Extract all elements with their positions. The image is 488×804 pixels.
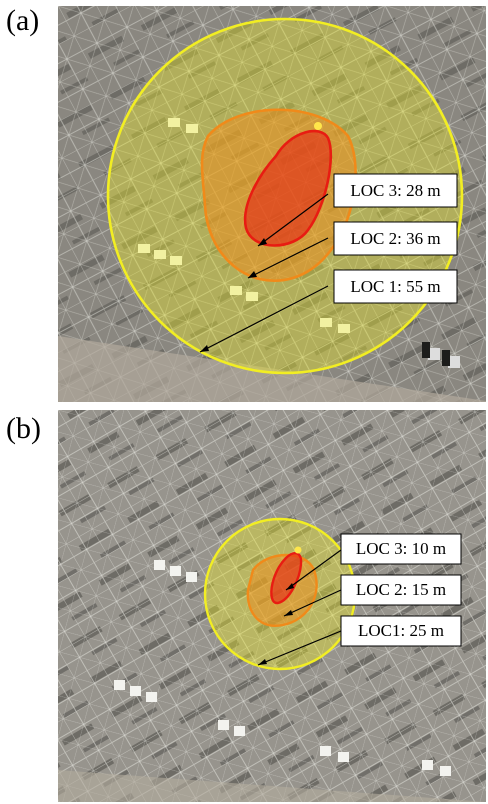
satellite-map-b: LOC 3: 10 m LOC 2: 15 m LOC1: 25 m bbox=[58, 410, 486, 802]
panel-label-b: (b) bbox=[6, 412, 41, 445]
svg-text:LOC 3: 28 m: LOC 3: 28 m bbox=[350, 181, 440, 200]
satellite-map-a: LOC 3: 28 m LOC 2: 36 m LOC 1: 55 m bbox=[58, 6, 486, 402]
transformer-shadows bbox=[422, 342, 450, 366]
origin-marker bbox=[314, 122, 322, 130]
map-a-svg: LOC 3: 28 m LOC 2: 36 m LOC 1: 55 m bbox=[58, 6, 486, 402]
zone-label-loc1-a: LOC 1: 55 m bbox=[333, 269, 458, 304]
panel-label-a: (a) bbox=[6, 4, 40, 37]
origin-marker bbox=[294, 546, 302, 554]
leader-arrowheads bbox=[258, 583, 294, 665]
leader-arrowheads bbox=[200, 238, 267, 352]
zone-label-loc1-b: LOC1: 25 m bbox=[340, 615, 462, 647]
map-b-svg: LOC 3: 10 m LOC 2: 15 m LOC1: 25 m bbox=[58, 410, 486, 802]
svg-text:LOC 2: 15 m: LOC 2: 15 m bbox=[356, 580, 446, 599]
leader-lines bbox=[257, 549, 342, 666]
zone-loc3-fill bbox=[270, 552, 303, 605]
transformer-banks bbox=[138, 118, 460, 368]
svg-text:LOC 3: 10 m: LOC 3: 10 m bbox=[356, 539, 446, 558]
zone-loc3-fill bbox=[243, 129, 333, 247]
leader-lines bbox=[199, 193, 329, 353]
zone-label-loc3-b: LOC 3: 10 m bbox=[340, 533, 462, 565]
svg-text:LOC1: 25 m: LOC1: 25 m bbox=[358, 621, 444, 640]
zone-label-loc2-a: LOC 2: 36 m bbox=[333, 221, 458, 256]
road bbox=[58, 770, 486, 802]
svg-text:LOC 1: 55 m: LOC 1: 55 m bbox=[350, 277, 440, 296]
zone-label-loc2-b: LOC 2: 15 m bbox=[340, 574, 462, 606]
road bbox=[58, 336, 486, 402]
zone-label-loc3-a: LOC 3: 28 m bbox=[333, 173, 458, 208]
svg-text:LOC 2: 36 m: LOC 2: 36 m bbox=[350, 229, 440, 248]
transformer-banks bbox=[114, 560, 451, 776]
